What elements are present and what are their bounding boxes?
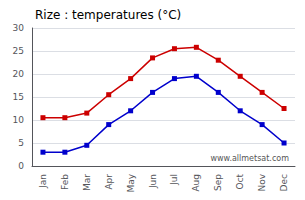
svg-text:Jan: Jan — [38, 174, 48, 189]
svg-text:www.allmetsat.com: www.allmetsat.com — [211, 154, 290, 163]
svg-text:Aug: Aug — [191, 174, 201, 192]
svg-text:Nov: Nov — [257, 173, 267, 191]
svg-text:5: 5 — [18, 138, 24, 148]
svg-text:Sep: Sep — [213, 174, 223, 191]
svg-text:25: 25 — [13, 46, 24, 56]
svg-text:Apr: Apr — [104, 174, 114, 190]
svg-text:10: 10 — [13, 115, 25, 125]
svg-text:0: 0 — [18, 161, 24, 171]
svg-text:30: 30 — [13, 23, 25, 33]
svg-text:15: 15 — [13, 92, 24, 102]
svg-text:Mar: Mar — [82, 174, 92, 191]
svg-text:Dec: Dec — [279, 174, 289, 191]
svg-text:Jun: Jun — [148, 174, 158, 189]
svg-text:20: 20 — [13, 69, 25, 79]
svg-text:May: May — [126, 173, 136, 192]
svg-text:Rize : temperatures (°C): Rize : temperatures (°C) — [35, 8, 181, 22]
svg-text:Jul: Jul — [169, 174, 179, 186]
svg-text:Feb: Feb — [60, 174, 70, 190]
svg-text:Oct: Oct — [235, 174, 245, 190]
